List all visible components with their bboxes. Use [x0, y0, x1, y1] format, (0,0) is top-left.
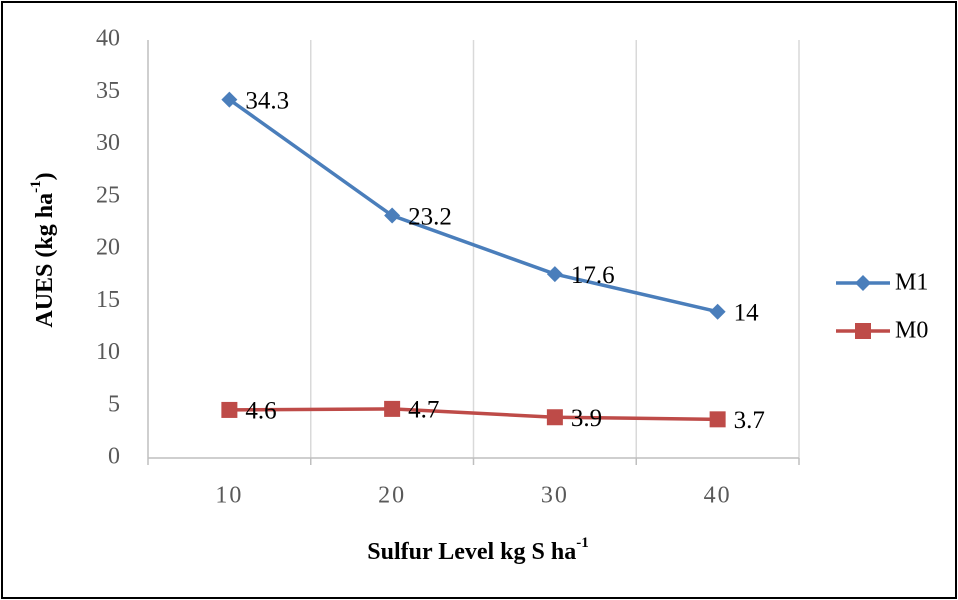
data-label: 3.7 [734, 407, 765, 434]
data-label: 23.2 [408, 203, 452, 230]
y-tick-label: 15 [96, 287, 120, 313]
y-tick-label: 0 [108, 444, 120, 470]
data-label: 14 [734, 299, 760, 326]
y-tick-label: 20 [96, 235, 120, 261]
legend-label: M1 [895, 270, 928, 296]
data-point [709, 411, 726, 428]
legend-marker [855, 323, 871, 339]
data-label: 34.3 [245, 87, 289, 114]
data-label: 17.6 [571, 262, 615, 289]
data-point [384, 207, 401, 224]
legend-label: M0 [895, 318, 928, 344]
data-point [546, 266, 563, 283]
data-point [709, 303, 726, 320]
x-axis-title: Sulfur Level kg S ha-1 [367, 535, 588, 564]
data-point [546, 409, 563, 426]
data-point [221, 401, 238, 418]
data-label: 4.6 [245, 398, 276, 425]
y-tick-label: 25 [96, 182, 120, 208]
data-point [384, 400, 401, 417]
y-tick-label: 5 [108, 391, 120, 417]
series-line [228, 98, 719, 314]
y-tick-label: 40 [96, 26, 120, 52]
series-line [229, 407, 718, 422]
data-label: 3.9 [571, 405, 602, 432]
y-tick-label: 35 [96, 78, 120, 104]
x-tick-label: 10 [215, 483, 243, 509]
data-label: 4.7 [408, 397, 439, 424]
y-axis-title: AUES (kg ha-1) [28, 172, 57, 327]
x-tick-label: 20 [378, 483, 406, 509]
legend-marker [855, 275, 871, 291]
x-tick-label: 30 [541, 483, 569, 509]
y-tick-label: 30 [96, 130, 120, 156]
x-tick-label: 40 [704, 483, 732, 509]
data-point [221, 91, 238, 108]
y-tick-label: 10 [96, 339, 120, 365]
